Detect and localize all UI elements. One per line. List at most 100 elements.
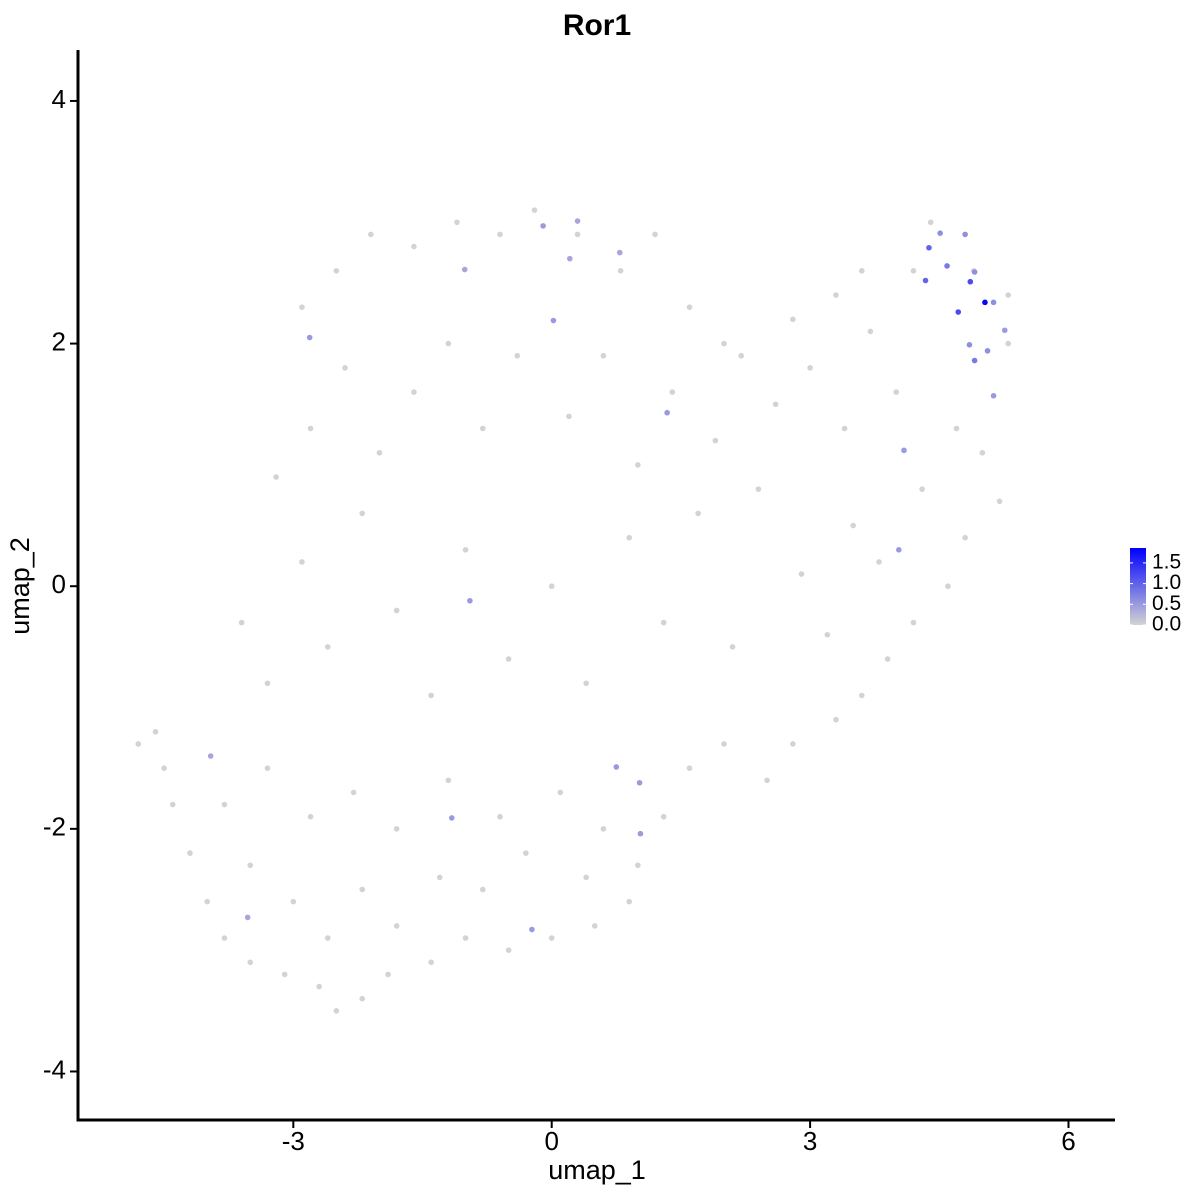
point [204,898,210,905]
point [273,474,279,480]
point [333,1008,340,1014]
point [393,826,400,832]
point [772,401,779,408]
point [368,231,374,238]
point [187,850,193,856]
point [1005,292,1011,298]
point [428,959,434,966]
point [505,656,512,662]
point [393,923,400,929]
point [461,266,468,273]
point [428,692,434,699]
point [755,486,762,492]
point [411,243,417,250]
point [529,926,535,933]
point [281,971,288,978]
point [449,815,455,821]
point [574,218,581,224]
x-tick-label: -3 [282,1126,305,1156]
point [867,328,874,335]
point [514,352,521,359]
point [393,607,400,614]
y-tick-label: 0 [52,569,66,599]
point [858,692,865,699]
point [359,510,366,517]
point [927,219,934,226]
point [411,389,417,395]
point [359,886,366,893]
point [376,449,383,456]
point [944,263,950,269]
point [637,830,644,837]
point [221,801,228,808]
point [626,534,633,541]
point [798,571,805,577]
point [247,959,254,966]
point [635,462,641,468]
point [550,317,557,324]
y-tick-label: -2 [43,812,66,842]
point [445,777,452,784]
point [497,231,503,238]
point [990,392,997,399]
point [971,269,978,275]
point [454,219,460,226]
point [307,425,314,432]
point [324,935,331,941]
x-axis-label: umap_1 [548,1155,646,1185]
point [1005,340,1011,347]
point [324,644,331,650]
point [264,765,271,771]
colorbar-label: 0.5 [1152,592,1181,615]
point [926,244,932,251]
y-tick-label: 2 [52,326,66,356]
point [962,534,968,541]
point [385,971,391,978]
point [574,231,581,238]
point [480,886,486,893]
point [221,935,228,941]
point [306,334,313,341]
point [307,813,314,820]
x-tick-label: 0 [544,1126,558,1156]
point [636,779,643,786]
point [523,850,529,856]
point [660,619,667,626]
point [664,409,670,416]
point [686,304,693,310]
point [721,340,727,347]
point [966,341,973,348]
point [238,619,245,626]
point [841,425,848,432]
point [971,357,978,364]
point [548,935,555,941]
point [436,874,443,881]
point [467,597,473,604]
point [333,267,340,274]
point [342,365,348,371]
point [244,914,251,921]
point [247,862,254,869]
point [299,304,305,310]
chart-title: Ror1 [563,9,631,42]
point [858,267,865,274]
point [497,813,503,820]
point [316,983,322,990]
point [566,413,572,420]
point [962,231,968,238]
point [721,741,727,747]
point [290,898,297,905]
point [833,716,839,723]
point [884,656,891,662]
point [712,437,719,444]
point [350,789,357,796]
point [660,813,667,820]
point [910,619,917,626]
point [557,789,564,796]
point [635,862,641,869]
point [729,644,736,650]
point [652,231,658,238]
point [996,498,1003,505]
point [896,547,902,553]
point [922,277,929,284]
